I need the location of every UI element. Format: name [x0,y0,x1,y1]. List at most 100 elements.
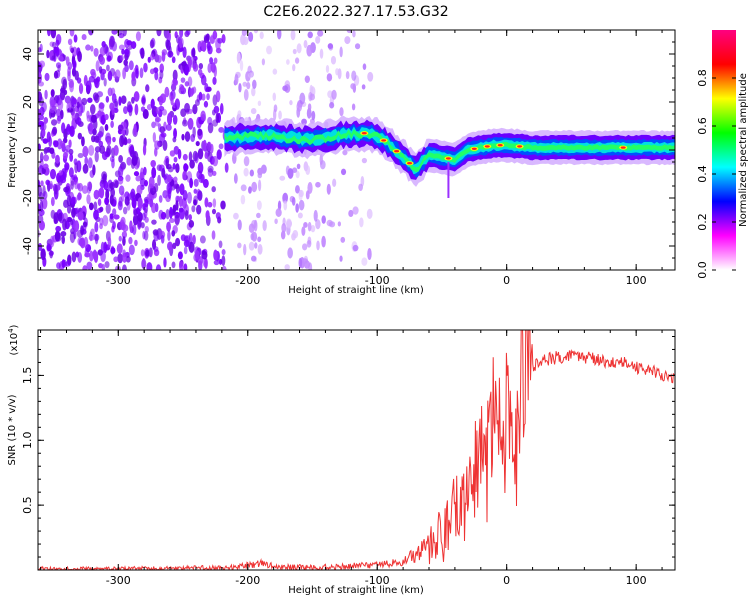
x-tick-label: -200 [235,274,260,287]
spectrogram-noise-blob [216,149,222,160]
spectrogram-noise-blob [201,250,208,260]
spectrogram-noise-blob [158,95,164,106]
spectrogram-noise-blob [291,196,296,206]
spectrogram-noise-blob [345,71,350,80]
spectrogram-noise-blob [106,64,110,72]
spectrogram-noise-blob [207,122,214,134]
spectrogram-noise-blob [233,212,239,220]
spectrogram-noise-blob [172,162,176,170]
spectrogram-noise-blob [131,71,136,82]
spectrogram-noise-blob [89,104,96,115]
spectrogram-noise-blob [361,84,366,90]
spectrogram-noise-blob [60,87,66,93]
spectrogram-noise-blob [98,66,103,74]
spectrogram-signal-band [224,129,675,173]
spectrogram-noise-blob [118,96,122,106]
spectrogram-noise-blob [154,140,160,150]
spectrogram-noise-blob [307,31,313,39]
spectrogram-noise-blob [71,97,77,108]
y-tick-label: 0.5 [21,496,34,514]
spectrogram-noise-blob [188,214,193,221]
spectrogram-noise-blob [57,212,63,222]
spectrogram-noise-blob [253,30,259,34]
spectrogram-noise-blob [181,61,187,67]
spectrogram-hotspot-core [407,162,413,165]
spectrogram-noise-blob [261,58,266,66]
spectrogram-noise-blob [303,221,308,228]
colorbar-tick-label: 0.2 [696,213,709,231]
spectrogram-noise-blob [251,231,258,242]
spectrogram-noise-blob [359,217,364,228]
spectrogram-noise-blob [94,221,99,233]
spectrogram-noise-blob [59,140,65,148]
spectrogram-noise-blob [133,209,138,216]
spectrogram-noise-blob [197,128,203,136]
spectrogram-noise-blob [104,261,110,269]
spectrogram-noise-blob [123,106,128,115]
spectrogram-noise-blob [352,206,359,215]
spectrogram-noise-blob [186,30,191,36]
spectrogram-noise-blob [42,185,46,197]
spectrogram-noise-blob [172,136,177,143]
colorbar-tick-label: 0.4 [696,165,709,183]
spectrogram-noise-blob [340,168,347,176]
spectrogram-noise-blob [188,151,193,162]
spectrogram-noise-blob [315,181,321,188]
spectrogram-noise-blob [192,234,196,245]
spectrogram-noise-blob [326,183,331,195]
spectrogram-noise-blob [319,153,323,166]
colorbar-bar [712,30,736,270]
spectrogram-noise-blob [200,74,207,86]
spectrogram-noise-blob [41,128,46,138]
snr-frame [37,329,676,571]
spectrogram-noise-blob [272,92,277,102]
spectrogram-noise-blob [351,103,356,111]
spectrogram-noise-blob [219,103,224,115]
spectrogram-noise-blob [97,110,102,117]
spectrogram-noise-blob [88,145,95,156]
spectrogram-noise-blob [238,83,242,93]
spectrogram-noise-blob [224,162,229,173]
spectrogram-noise-blob [306,44,313,57]
spectrogram-noise-blob [304,75,310,83]
spectrogram-noise-blob [207,63,212,74]
spectrogram-noise-blob [243,88,249,101]
spectrogram-noise-blob [272,68,278,75]
spectrogram-noise-blob [102,214,109,227]
spectrogram-noise-blob [56,138,63,150]
spectrogram-noise-blob [93,189,100,200]
spectrogram-noise-blob [248,223,255,233]
spectrogram-noise-blob [175,183,180,194]
spectrogram-noise-blob [61,235,65,245]
spectrogram-noise-blob [69,30,75,37]
spectrogram-noise-blob [157,174,161,187]
spectrogram-noise-blob [188,241,195,253]
spectrogram-noise-blob [172,69,178,82]
spectrogram-noise-blob [87,97,93,103]
spectrogram-noise-blob [93,209,99,221]
spectrogram-noise-blob [112,208,117,216]
colorbar: 0.0 0.2 0.4 0.6 0.8 Normalized spectral ampl… [696,30,749,279]
spectrogram-noise-blob [155,107,161,115]
x-tick-label: 0 [503,274,510,287]
spectrogram-noise-blob [259,31,264,40]
spectrogram-noise-blob [297,212,303,219]
spectrogram-noise-blob [49,103,56,114]
spectrogram-noise-blob [199,235,206,244]
spectrogram-noise-blob [192,63,199,72]
spectrogram-noise-blob [167,241,173,251]
spectrogram-noise-blob [63,186,70,193]
spectrogram-noise-blob [301,118,307,126]
spectrogram-noise-blob [92,92,99,101]
spectrogram-signal-layer [224,115,675,198]
spectrogram-noise-blob [38,143,41,151]
spectrogram-noise-blob [85,44,91,51]
spectrogram-noise-blob [257,244,263,255]
spectrogram-noise-blob [287,168,294,179]
colorbar-tick-label: 0.6 [696,117,709,135]
spectrogram-noise-blob [346,30,352,34]
spectrogram-noise-blob [124,126,129,136]
spectrogram-noise-blob [292,48,297,55]
spectrogram-noise-blob [183,164,189,171]
spectrogram-noise-blob [151,202,157,214]
